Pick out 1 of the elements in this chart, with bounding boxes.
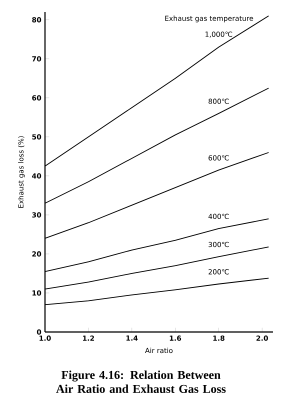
text: Figure 4.16: Relation Between Air Ratio and Exhaust Gas Loss <box>56 370 226 393</box>
